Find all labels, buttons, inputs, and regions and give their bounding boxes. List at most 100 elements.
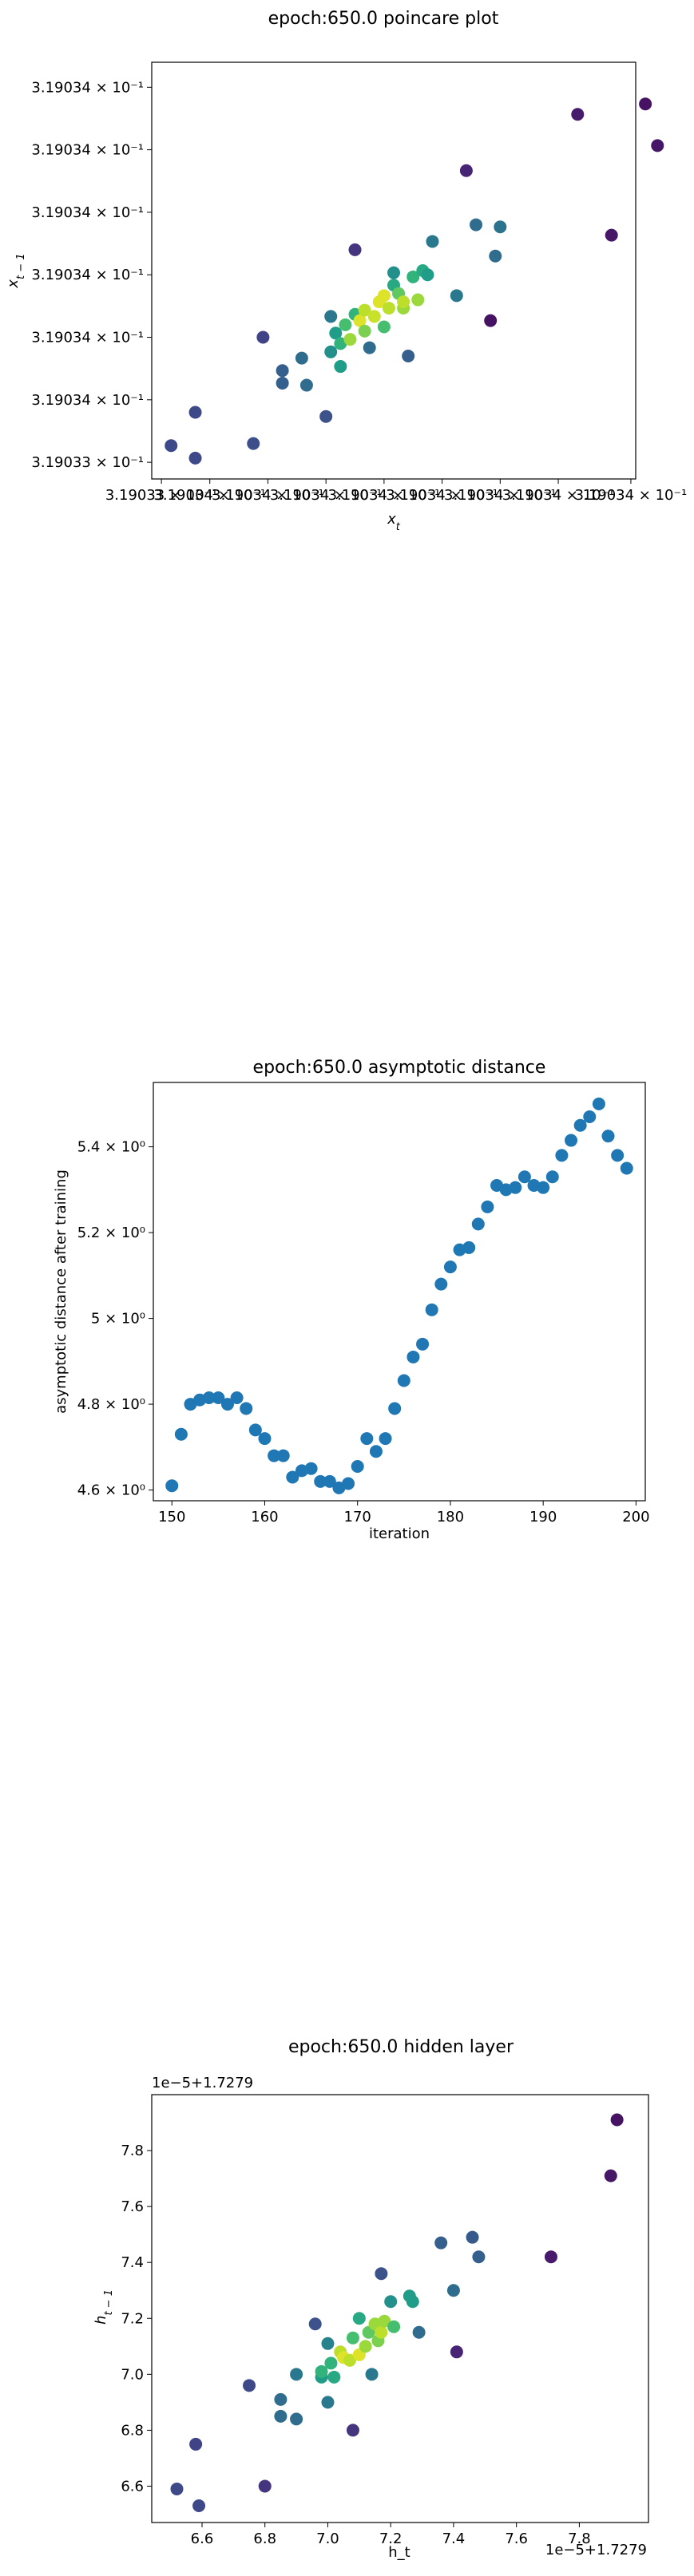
y-tick-label: 3.19034 × 10⁻¹ — [31, 267, 144, 283]
x-tick-label: 7.4 — [442, 2530, 466, 2547]
y-tick-label: 3.19034 × 10⁻¹ — [31, 204, 144, 221]
data-point — [443, 1260, 457, 1274]
data-point — [188, 451, 202, 465]
data-point — [611, 1149, 625, 1162]
data-point — [555, 1149, 569, 1162]
x-tick-label: 3.19034 × 10⁻¹ — [212, 487, 324, 504]
x-tick-label: 6.8 — [253, 2530, 276, 2547]
data-point — [321, 2337, 335, 2350]
data-point — [276, 376, 289, 390]
data-point — [247, 437, 260, 450]
data-point — [290, 2412, 303, 2426]
data-point — [367, 310, 381, 323]
hidden-layer-panel: epoch:650.0 hidden layer 1e−5+1.7279 6.6… — [0, 2020, 694, 2573]
y-tick-label: 4.8 × 10⁰ — [77, 1396, 145, 1413]
data-point — [258, 1432, 272, 1446]
x-tick-label: 3.19034 × 10⁻¹ — [328, 487, 441, 504]
data-point — [308, 2317, 322, 2331]
data-point — [274, 2392, 288, 2406]
data-point — [365, 2368, 379, 2381]
data-point — [604, 2169, 617, 2182]
data-point — [276, 1449, 290, 1462]
data-point — [426, 235, 439, 248]
x-tick-label: 7.6 — [505, 2530, 528, 2547]
y-tick-label: 6.8 — [121, 2422, 144, 2439]
asymptotic-distance-title: epoch:650.0 asymptotic distance — [253, 1058, 546, 1078]
asymptotic-distance-panel: epoch:650.0 asymptotic distance 150 160 17… — [0, 1038, 694, 1597]
data-point — [406, 270, 420, 283]
data-point — [351, 1460, 364, 1474]
data-point — [412, 2325, 426, 2339]
data-point — [397, 1374, 410, 1387]
data-point — [319, 410, 333, 423]
data-point — [189, 2437, 203, 2451]
data-point — [334, 360, 347, 374]
x-tick-label: 170 — [344, 1509, 371, 1525]
data-point — [339, 318, 352, 331]
data-point — [397, 295, 410, 309]
data-point — [377, 320, 391, 334]
data-point — [343, 333, 357, 346]
data-point — [342, 1477, 355, 1490]
data-point — [248, 1423, 262, 1437]
data-point — [304, 1462, 318, 1475]
asymptotic-distance-plot: epoch:650.0 asymptotic distance 150 160 17… — [53, 1058, 650, 1542]
data-point — [274, 2409, 288, 2423]
x-tick-label: 190 — [529, 1509, 557, 1525]
data-point — [256, 330, 270, 344]
data-point — [382, 301, 395, 315]
data-point — [188, 406, 202, 419]
data-point — [329, 326, 343, 340]
data-point — [411, 293, 425, 307]
data-point — [518, 1170, 531, 1184]
data-point — [165, 1479, 179, 1493]
y-tick-label: 3.19034 × 10⁻¹ — [31, 142, 144, 159]
data-point — [346, 2331, 359, 2345]
data-point — [425, 1303, 438, 1316]
data-point — [462, 1241, 476, 1254]
poincare-plot-ylabel: xt − 1 — [5, 253, 27, 288]
hidden-layer-plot: epoch:650.0 hidden layer 1e−5+1.7279 6.6… — [93, 2037, 649, 2561]
data-point — [323, 1474, 336, 1488]
y-tick-label: 3.19034 × 10⁻¹ — [31, 392, 144, 409]
data-point — [481, 1200, 494, 1213]
hidden-layer-x-offset: 1e−5+1.7279 — [545, 2542, 647, 2558]
poincare-plot-frame — [151, 61, 636, 480]
data-point — [601, 1130, 615, 1143]
data-point — [290, 2368, 303, 2381]
data-point — [165, 439, 178, 453]
data-point — [243, 2379, 256, 2392]
data-point — [472, 2250, 486, 2264]
hidden-layer-title: epoch:650.0 hidden layer — [288, 2037, 514, 2057]
data-point — [276, 364, 289, 378]
hidden-layer-frame — [151, 2094, 649, 2523]
data-point — [324, 310, 338, 323]
poincare-plot-title: epoch:650.0 poincare plot — [268, 9, 499, 29]
data-point — [494, 220, 507, 234]
data-point — [240, 1402, 253, 1415]
asymptotic-distance-frame — [153, 1082, 646, 1502]
x-tick-label: 7.8 — [568, 2530, 591, 2547]
data-point — [369, 1445, 383, 1458]
data-point — [360, 1432, 374, 1446]
data-point — [605, 228, 618, 242]
data-point — [446, 2284, 460, 2297]
data-point — [334, 337, 347, 350]
data-point — [434, 1277, 448, 1291]
data-point — [592, 1097, 605, 1110]
data-point — [353, 314, 367, 327]
data-point — [230, 1391, 244, 1405]
y-tick-label: 7.4 — [121, 2254, 144, 2271]
data-point — [212, 1391, 225, 1405]
hidden-layer-ylabel: ht − 1 — [93, 2289, 115, 2325]
data-point — [565, 1134, 578, 1147]
data-point — [359, 2340, 372, 2353]
data-point — [377, 289, 391, 303]
data-point — [327, 2370, 341, 2384]
data-point — [268, 1449, 281, 1462]
data-point — [375, 2267, 388, 2281]
data-point — [402, 350, 415, 363]
data-point — [459, 164, 473, 177]
data-point — [348, 243, 362, 256]
y-tick-label: 3.19034 × 10⁻¹ — [31, 79, 144, 96]
